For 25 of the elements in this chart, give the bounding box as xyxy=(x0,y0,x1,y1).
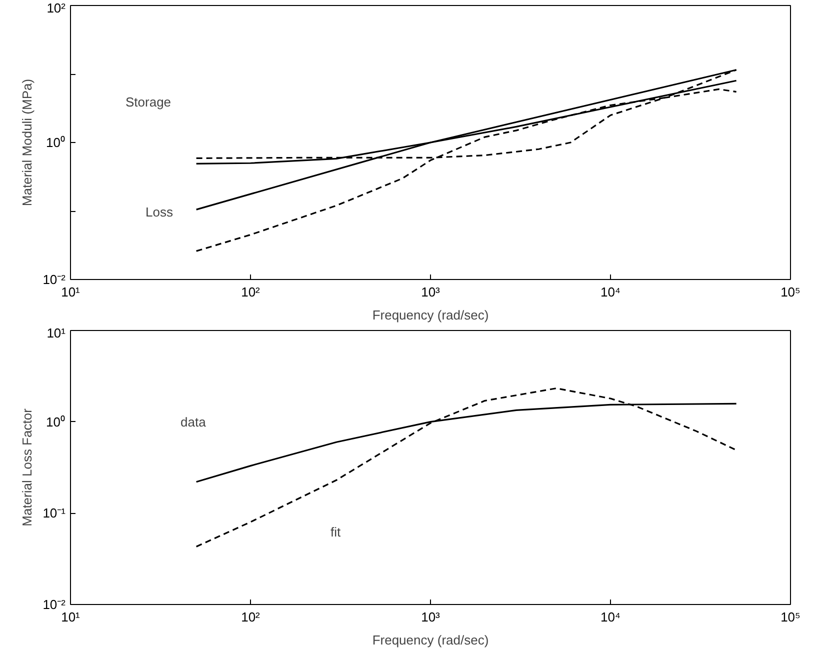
y-axis-title: Material Loss Factor xyxy=(20,408,35,526)
annotation: data xyxy=(180,414,207,430)
y-tick-label: 10⁰ xyxy=(46,414,66,430)
y-tick-label: 10² xyxy=(46,0,66,16)
annotation: Loss xyxy=(146,204,174,220)
x-tick-label: 10⁵ xyxy=(780,284,800,300)
x-axis-title: Frequency (rad/sec) xyxy=(372,632,489,648)
x-tick-label: 10¹ xyxy=(61,610,81,624)
y-tick-label: 10⁻¹ xyxy=(42,506,66,521)
y-tick-label: 10⁰ xyxy=(46,135,66,150)
x-tick-label: 10³ xyxy=(421,610,441,624)
x-tick-label: 10⁴ xyxy=(600,284,621,300)
x-tick-label: 10² xyxy=(241,284,261,300)
y-tick-label: 10⁻² xyxy=(42,597,66,612)
x-tick-label: 10⁴ xyxy=(600,610,621,624)
x-tick-label: 10³ xyxy=(421,284,441,300)
x-tick-label: 10¹ xyxy=(61,284,81,300)
y-tick-label: 10¹ xyxy=(46,326,66,340)
y-axis-title: Material Moduli (MPa) xyxy=(20,78,35,206)
x-tick-label: 10² xyxy=(241,610,261,624)
annotation: Storage xyxy=(126,94,172,110)
annotation: fit xyxy=(330,524,341,540)
y-tick-label: 10⁻² xyxy=(42,272,66,287)
x-tick-label: 10⁵ xyxy=(780,610,800,624)
x-axis-title: Frequency (rad/sec) xyxy=(372,308,489,322)
